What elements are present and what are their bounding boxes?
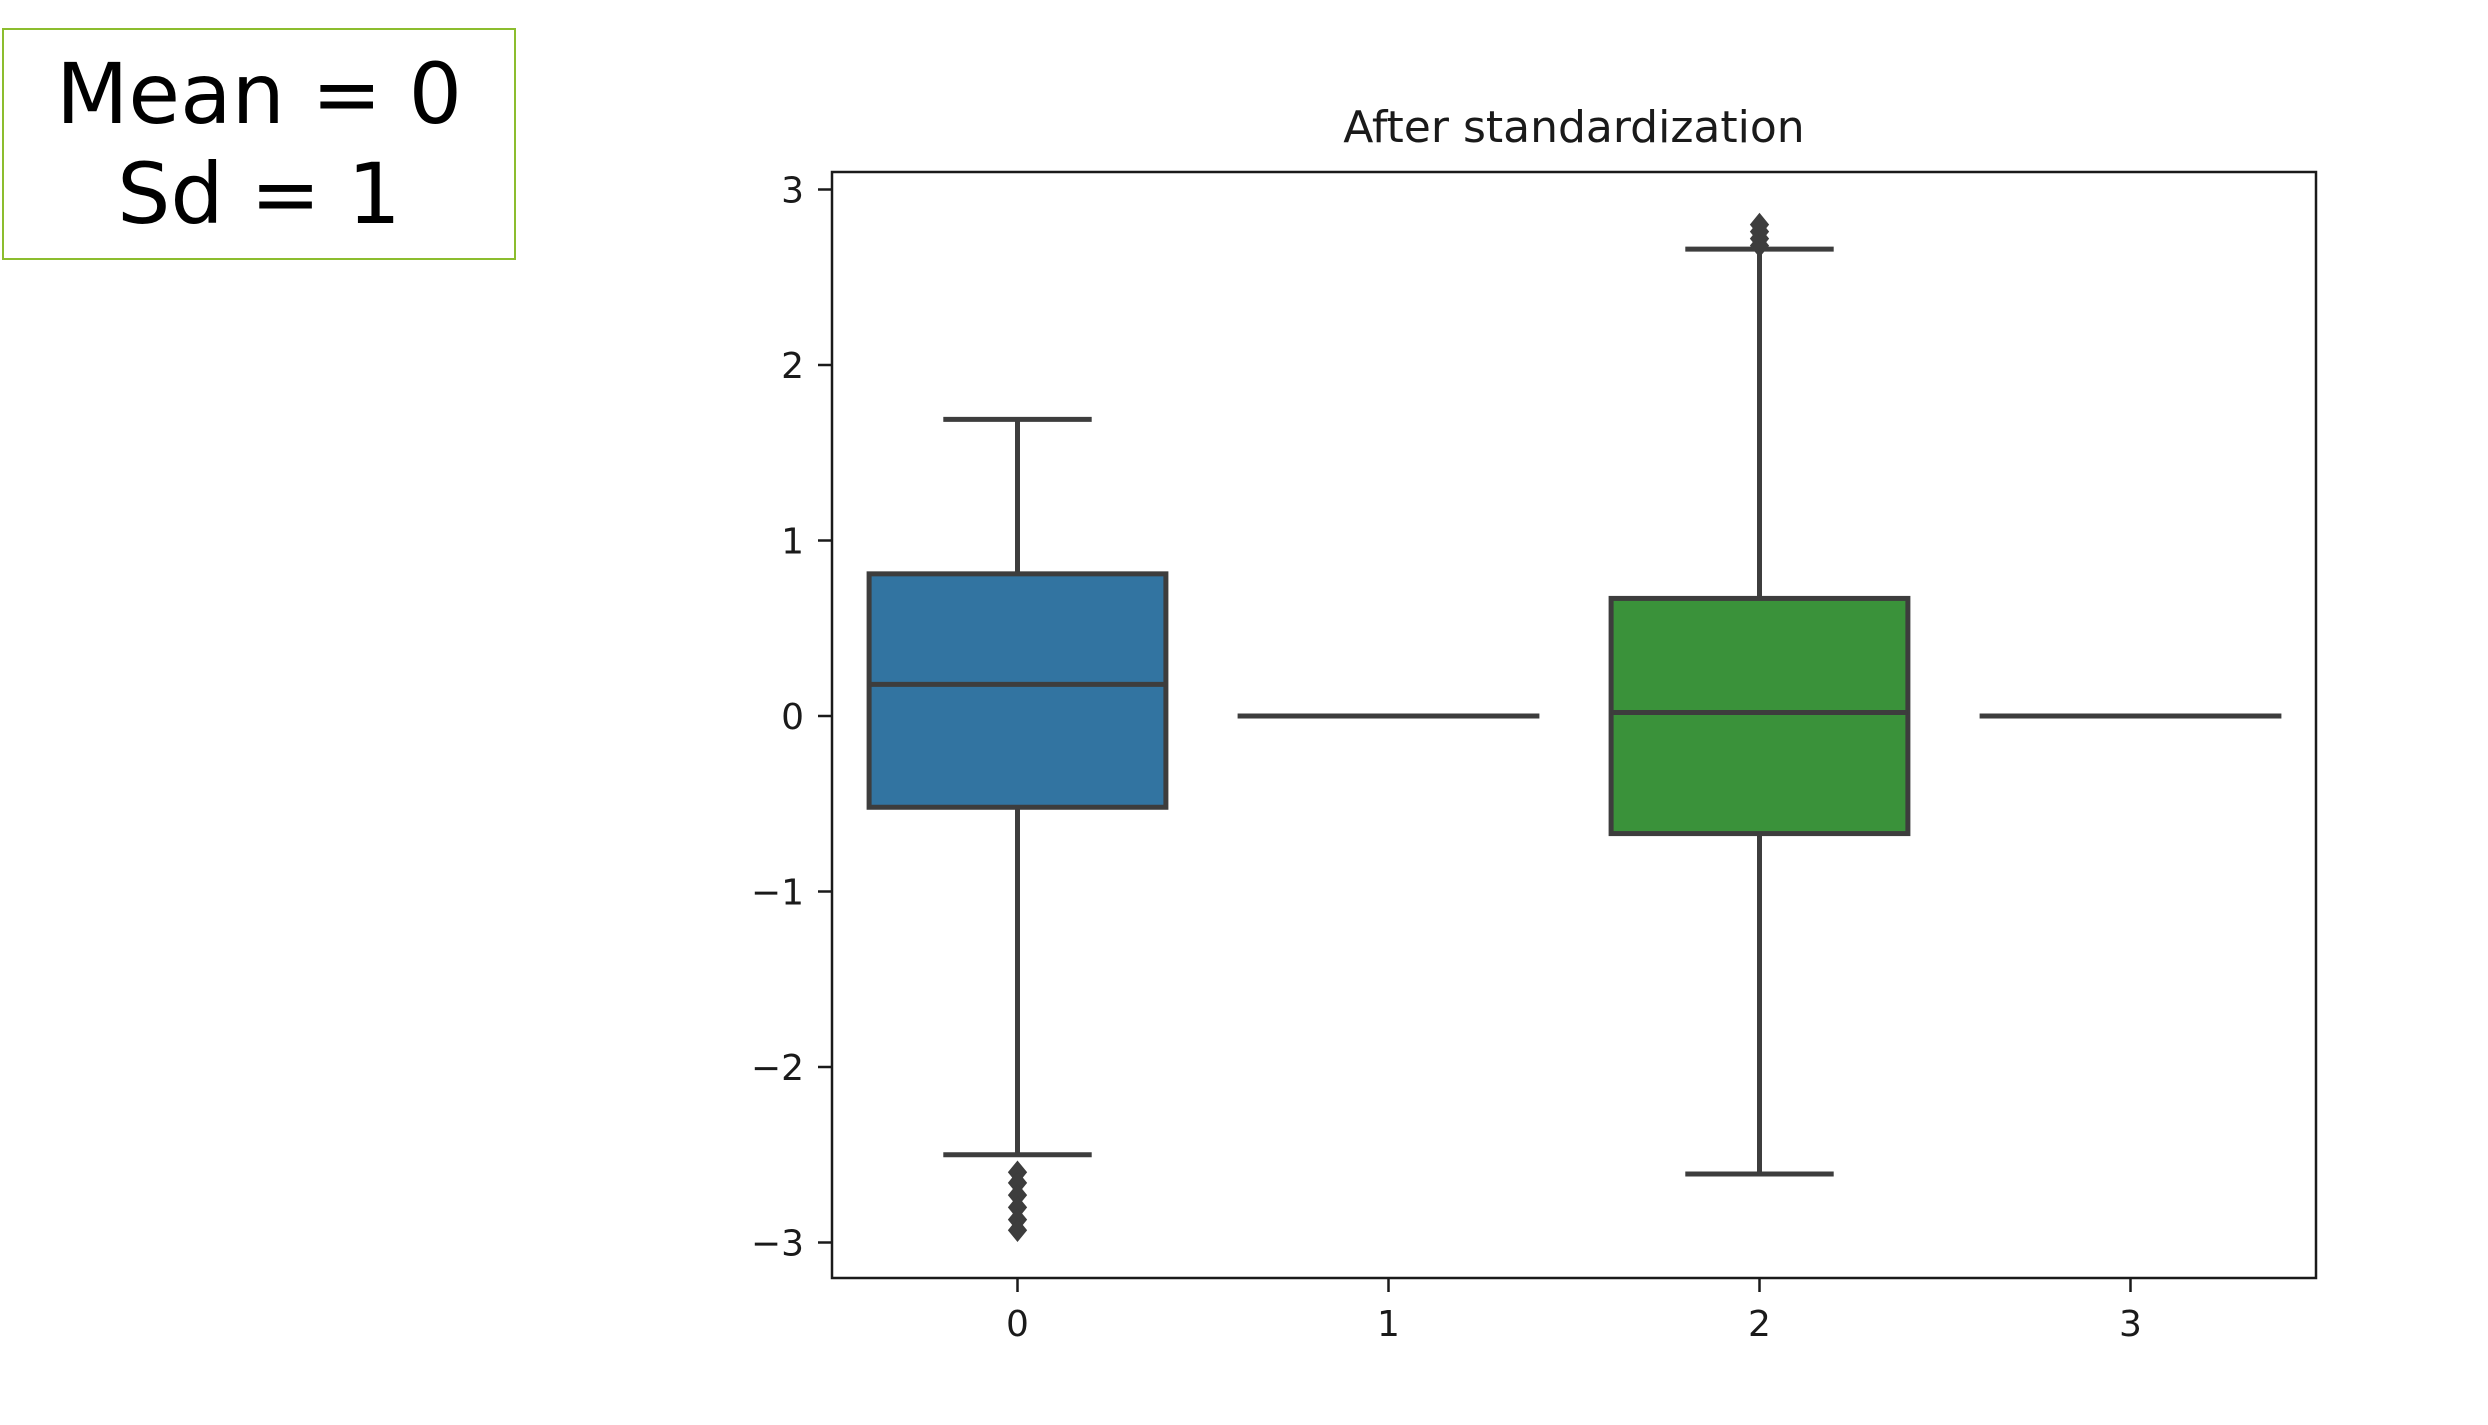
box-2	[1608, 595, 1911, 837]
axes: −3 −2 −1 0 1 2 3 0 1 2 3	[751, 170, 2318, 1345]
stats-annotation-box: Mean = 0 Sd = 1	[2, 28, 516, 260]
outlier-point-0-5	[1007, 1218, 1028, 1242]
x-tick-label: 1	[1377, 1304, 1400, 1345]
box-0	[866, 571, 1169, 810]
plot-frame	[830, 170, 2318, 1280]
y-tick-label: 1	[781, 522, 804, 563]
x-tick-label: 3	[2119, 1304, 2142, 1345]
plot-area	[866, 212, 2282, 1242]
box-group-0	[866, 416, 1169, 1242]
y-tick-label: −1	[751, 873, 804, 914]
y-tick-label: 3	[781, 171, 804, 212]
y-tick-label: −3	[751, 1224, 804, 1265]
y-tick-label: 0	[781, 697, 804, 738]
x-tick-label: 2	[1748, 1304, 1771, 1345]
sd-label: Sd = 1	[117, 145, 401, 243]
x-tick-label: 0	[1006, 1304, 1029, 1345]
box-group-2	[1608, 212, 1911, 1177]
outlier-point-2-3	[1749, 212, 1770, 237]
y-tick-label: 2	[781, 346, 804, 387]
chart-title: After standardization	[1343, 102, 1804, 153]
mean-label: Mean = 0	[55, 45, 463, 143]
y-tick-label: −2	[751, 1048, 804, 1089]
